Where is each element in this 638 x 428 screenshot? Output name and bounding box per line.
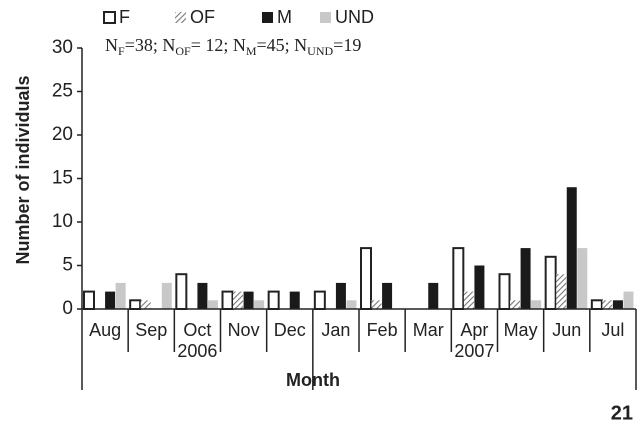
annotation-rest: = 12;	[191, 35, 233, 55]
bar	[233, 291, 244, 309]
y-axis-title: Number of individuals	[13, 75, 33, 264]
x-tick-label: Jun	[552, 320, 581, 340]
annotation-sub: OF	[175, 44, 191, 58]
bar	[428, 282, 439, 309]
bar	[531, 300, 542, 309]
bar	[105, 291, 116, 309]
y-tick-label: 15	[52, 168, 73, 189]
bar	[360, 247, 372, 311]
x-tick-label: Jan	[321, 320, 350, 340]
annotation-sub: F	[118, 44, 125, 58]
annotation: NF=38; NOF= 12; NM=45; NUND=19	[105, 35, 361, 58]
bar	[520, 248, 531, 309]
bar	[115, 282, 126, 309]
legend-swatch	[320, 12, 331, 23]
bar	[221, 290, 234, 311]
bar	[129, 299, 142, 310]
annotation-n: N	[105, 35, 118, 55]
legend-label: OF	[190, 7, 215, 27]
annotation-rest: =19	[333, 35, 361, 55]
bar	[498, 273, 511, 311]
bar	[197, 282, 208, 309]
x-tick-label: Aug	[89, 320, 121, 340]
bar	[510, 300, 521, 309]
bar	[623, 291, 634, 309]
y-tick-label: 20	[52, 124, 73, 145]
annotation-rest: =38;	[125, 35, 163, 55]
annotation-n: N	[162, 35, 175, 55]
bar	[346, 300, 357, 309]
bar	[140, 300, 151, 309]
bar	[289, 291, 300, 309]
annotation-sub: UND	[307, 44, 333, 58]
bar	[313, 290, 326, 311]
bar	[254, 300, 265, 309]
bar	[577, 248, 588, 309]
group-label: 2006	[177, 341, 217, 361]
bar	[175, 273, 188, 311]
page-number: 21	[611, 402, 633, 424]
x-tick-label: Jul	[601, 320, 624, 340]
y-tick-label: 30	[52, 37, 73, 58]
x-tick-label: Oct	[183, 320, 211, 340]
bar	[590, 299, 603, 310]
legend-swatch	[262, 12, 273, 23]
x-tick-label: Sep	[135, 320, 167, 340]
x-tick-label: Feb	[367, 320, 398, 340]
bar	[335, 282, 346, 309]
bar	[463, 291, 474, 309]
annotation-rest: =45;	[257, 35, 295, 55]
y-tick-label: 0	[62, 298, 73, 319]
annotation-n: N	[233, 35, 246, 55]
bar	[161, 282, 172, 309]
bar	[207, 300, 218, 309]
bar	[566, 187, 577, 309]
bar	[382, 282, 393, 309]
y-tick-label: 10	[52, 211, 73, 232]
legend-swatch	[103, 11, 116, 24]
x-tick-label: Mar	[413, 320, 444, 340]
x-tick-label: Apr	[460, 320, 488, 340]
bar	[243, 291, 254, 309]
bar	[556, 274, 567, 309]
bar	[602, 300, 613, 309]
legend-swatch	[175, 12, 186, 23]
x-tick-label: Nov	[228, 320, 260, 340]
legend-label: M	[277, 7, 292, 27]
bar	[612, 300, 623, 309]
bar	[371, 300, 382, 309]
y-tick-label: 5	[62, 255, 73, 276]
bar	[474, 265, 485, 309]
bar	[544, 255, 557, 310]
annotation-sub: M	[246, 44, 257, 58]
bar	[267, 290, 280, 311]
group-label: 2007	[454, 341, 494, 361]
bar	[452, 247, 465, 311]
annotation-n: N	[294, 35, 307, 55]
x-tick-label: Dec	[274, 320, 306, 340]
legend-label: UND	[335, 7, 374, 27]
y-tick-label: 25	[52, 81, 73, 102]
bar	[83, 290, 95, 311]
x-tick-label: May	[504, 320, 538, 340]
legend-label: F	[119, 7, 130, 27]
